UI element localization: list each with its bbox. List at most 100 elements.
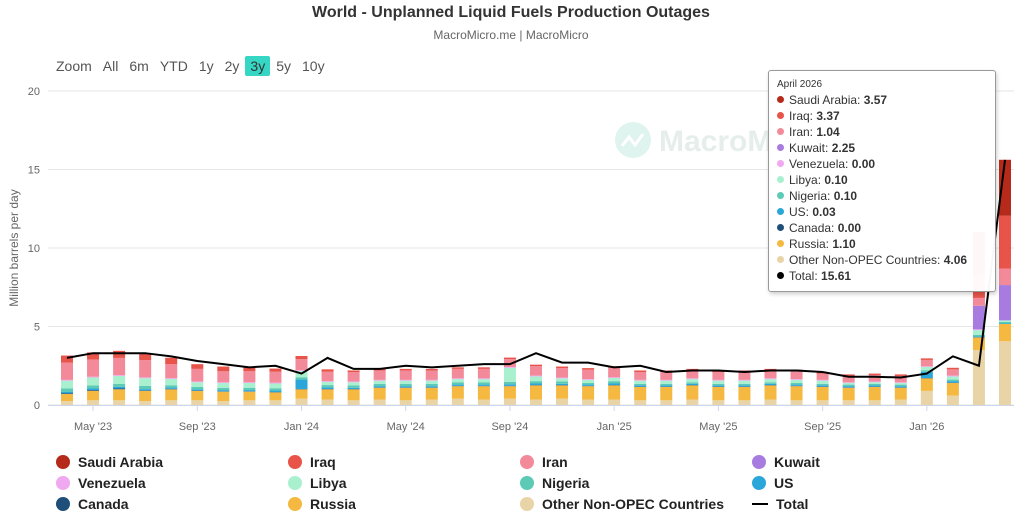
bar-segment-us: [868, 385, 881, 387]
y-tick-label: 5: [34, 322, 40, 334]
zoom-button-6m[interactable]: 6m: [129, 58, 149, 74]
bar-segment-venezuela: [556, 377, 569, 379]
bar-segment-other-non-opec-countries: [399, 400, 412, 405]
tooltip-series-name: Iran:: [789, 125, 817, 139]
bar-segment-libya: [347, 382, 360, 386]
bar-segment-other-non-opec-countries: [556, 398, 569, 405]
x-tick-label: Jan '25: [597, 421, 632, 433]
bar-segment-other-non-opec-countries: [87, 400, 100, 405]
bar-segment-iraq: [321, 369, 334, 372]
bar-segment-iraq: [556, 366, 569, 369]
bar-segment-iraq: [477, 367, 490, 369]
bar-segment-us: [321, 387, 334, 389]
legend-item-other-non-opec-countries[interactable]: Other Non-OPEC Countries: [520, 496, 724, 512]
zoom-button-2y[interactable]: 2y: [224, 58, 240, 74]
legend-item-iran[interactable]: Iran: [520, 454, 568, 470]
tooltip-series-value: 0.10: [833, 189, 858, 203]
legend-label: Iraq: [310, 454, 336, 470]
zoom-button-10y[interactable]: 10y: [302, 58, 325, 74]
legend-item-total[interactable]: Total: [752, 496, 808, 512]
bar-segment-russia: [477, 386, 490, 400]
x-tick-label: Sep '23: [179, 421, 216, 433]
bar-segment-venezuela: [920, 366, 933, 368]
legend-item-iraq[interactable]: Iraq: [288, 454, 336, 470]
legend-label: Total: [776, 496, 809, 512]
bar-segment-nigeria: [946, 379, 959, 382]
bar-segment-libya: [425, 380, 438, 384]
zoom-button-3y[interactable]: 3y: [245, 56, 271, 76]
bar-segment-us: [217, 390, 230, 392]
legend-item-kuwait[interactable]: Kuwait: [752, 454, 820, 470]
legend-item-russia[interactable]: Russia: [288, 496, 356, 512]
bar-segment-libya: [582, 379, 595, 384]
bar-segment-other-non-opec-countries: [764, 399, 777, 405]
bar-segment-saudi-arabia: [999, 159, 1011, 216]
legend-marker: [752, 455, 766, 469]
bar-segment-nigeria: [894, 384, 907, 387]
bar-segment-nigeria: [477, 382, 490, 385]
bar-segment-iraq: [582, 368, 595, 370]
bar-segment-us: [816, 385, 829, 387]
bar-segment-iraq: [920, 358, 933, 360]
bar-segment-us: [920, 371, 933, 378]
tooltip-series-name: Nigeria:: [789, 189, 834, 203]
tooltip-series-value: 0.00: [851, 157, 876, 171]
watermark-logo-mark: [620, 133, 645, 148]
legend-label: Saudi Arabia: [78, 454, 164, 470]
bar-segment-venezuela: [243, 382, 256, 384]
bar-segment-libya: [321, 381, 334, 386]
zoom-button-all[interactable]: All: [102, 58, 119, 74]
bar-segment-us: [425, 386, 438, 388]
bar-segment-russia: [243, 391, 256, 401]
bar-segment-russia: [61, 394, 73, 402]
bar-segment-nigeria: [816, 383, 829, 386]
bar-segment-libya: [217, 383, 230, 388]
bar-segment-venezuela: [269, 382, 282, 384]
legend-label: Canada: [78, 496, 129, 512]
bar-segment-russia: [451, 386, 464, 399]
x-tick-label: May '25: [699, 421, 737, 433]
bar-segment-russia: [634, 386, 647, 401]
tooltip-series-value: 0.03: [812, 205, 836, 219]
legend-item-us[interactable]: US: [752, 475, 793, 491]
bar-segment-libya: [113, 375, 126, 384]
bar-segment-libya: [920, 367, 933, 371]
bar-segment-nigeria: [634, 383, 647, 386]
bar-segment-russia: [425, 387, 438, 400]
zoom-button-ytd[interactable]: YTD: [159, 58, 188, 74]
bar-segment-libya: [686, 379, 699, 383]
legend-marker: [288, 497, 302, 511]
bar-segment-us: [87, 388, 100, 391]
bar-segment-iran: [477, 368, 490, 379]
bar-segment-iran: [842, 375, 855, 383]
bar-segment-iran: [373, 370, 386, 380]
bar-segment-iraq: [269, 368, 282, 372]
bar-segment-iran: [503, 359, 516, 368]
bar-segment-venezuela: [946, 375, 959, 377]
bar-segment-us: [556, 383, 569, 386]
bar-segment-nigeria: [139, 386, 152, 390]
tooltip-row: Other Non-OPEC Countries: 4.06: [777, 252, 987, 268]
bar-segment-libya: [790, 379, 803, 384]
bar-segment-iran: [816, 373, 829, 380]
legend-item-saudi-arabia[interactable]: Saudi Arabia: [56, 454, 163, 470]
x-tick-label: May '24: [387, 421, 425, 433]
legend-marker: [520, 455, 534, 469]
bar-segment-russia: [373, 387, 386, 400]
legend-item-nigeria[interactable]: Nigeria: [520, 475, 589, 491]
tooltip-marker: [777, 96, 784, 104]
bar-segment-venezuela: [738, 379, 751, 381]
y-tick-label: 0: [34, 400, 40, 412]
tooltip-marker: [777, 160, 784, 168]
legend-item-canada[interactable]: Canada: [56, 496, 129, 512]
legend-item-libya[interactable]: Libya: [288, 475, 347, 491]
bar-segment-venezuela: [425, 379, 438, 381]
bar-segment-nigeria: [712, 383, 725, 386]
tooltip-row: Libya: 0.10: [777, 172, 987, 188]
zoom-button-5y[interactable]: 5y: [276, 58, 291, 74]
bar-segment-other-non-opec-countries: [113, 400, 126, 405]
zoom-button-1y[interactable]: 1y: [198, 58, 214, 74]
tooltip-row: Nigeria: 0.10: [777, 188, 987, 204]
bar-segment-us: [972, 336, 985, 338]
legend-item-venezuela[interactable]: Venezuela: [56, 475, 146, 491]
